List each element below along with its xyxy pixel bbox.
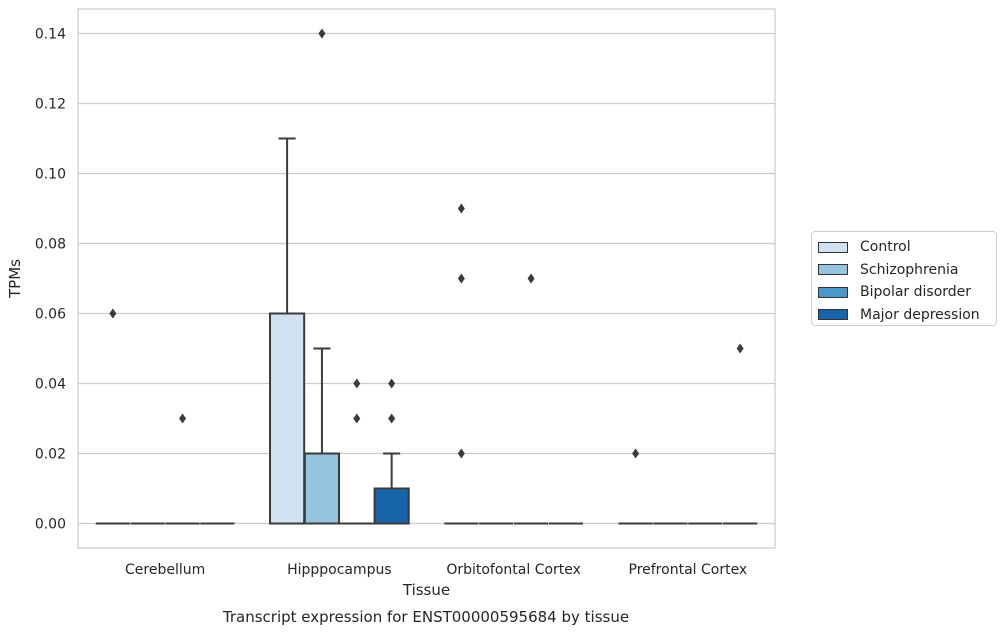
- box-major-depression: [373, 378, 410, 525]
- outlier-point: [388, 413, 396, 424]
- x-tick-label: Cerebellum: [125, 562, 205, 578]
- y-axis-label: TPMs: [6, 259, 24, 299]
- plot-frame: [77, 8, 776, 549]
- outlier-point: [632, 448, 640, 459]
- y-tick-label: 0.04: [35, 377, 66, 393]
- outlier-point: [457, 203, 465, 214]
- box-body: [373, 487, 410, 525]
- y-tick-label: 0.02: [35, 447, 66, 463]
- y-tick-label: 0.12: [35, 97, 66, 113]
- outlier-point: [353, 378, 361, 389]
- x-axis-label: Tissue: [402, 581, 450, 599]
- legend-swatch: [818, 241, 848, 253]
- box-control: [95, 308, 130, 525]
- outlier-point: [527, 273, 535, 284]
- outlier-point: [736, 343, 744, 354]
- legend-swatch: [818, 286, 848, 298]
- y-tick-label: 0.10: [35, 167, 66, 183]
- box-control: [444, 203, 479, 525]
- outlier-point: [388, 378, 396, 389]
- box-body: [303, 452, 341, 525]
- outlier-point: [109, 308, 117, 319]
- legend-label: Control: [860, 239, 911, 256]
- outlier-point: [353, 413, 361, 424]
- box-schizophrenia: [303, 28, 341, 525]
- y-axis-ticks: 0.00 0.02 0.04 0.06 0.08 0.10 0.12 0.14: [35, 27, 66, 533]
- y-tick-label: 0.08: [35, 237, 66, 253]
- outlier-point: [457, 273, 465, 284]
- outlier-point: [318, 28, 326, 39]
- box-bipolar-disorder: [339, 378, 374, 525]
- legend-item: Schizophrenia: [818, 259, 996, 282]
- x-tick-label: Prefrontal Cortex: [629, 562, 748, 578]
- legend-label: Major depression: [860, 306, 980, 323]
- legend-item: Control: [818, 236, 996, 259]
- y-tick-label: 0.14: [35, 27, 66, 43]
- box-bipolar-disorder: [513, 273, 549, 525]
- box-control: [269, 137, 306, 525]
- x-tick-label: Orbitofontal Cortex: [446, 562, 581, 578]
- legend-item: Bipolar disorder: [818, 281, 996, 304]
- outlier-point: [457, 448, 465, 459]
- box-bipolar-disorder: [165, 413, 200, 525]
- outlier-point: [179, 413, 187, 424]
- legend-swatch: [818, 309, 848, 321]
- y-tick-label: 0.06: [35, 307, 66, 323]
- y-tick-label: 0.00: [35, 517, 66, 533]
- legend-item: Major depression: [818, 304, 996, 327]
- box-control: [618, 448, 653, 525]
- box-series: [95, 28, 758, 525]
- gridlines: [78, 32, 775, 525]
- box-body: [269, 312, 306, 525]
- x-tick-label: Hipppocampus: [287, 562, 392, 578]
- legend-swatch: [818, 264, 848, 276]
- legend-label: Bipolar disorder: [860, 284, 972, 301]
- legend-label: Schizophrenia: [860, 261, 959, 278]
- legend: Control Schizophrenia Bipolar disorder Majo…: [811, 231, 997, 326]
- x-axis-ticks: Cerebellum Hipppocampus Orbitofontal Corte…: [125, 562, 747, 578]
- chart-title: Transcript expression for ENST0000059568…: [222, 608, 629, 626]
- box-major-depression: [723, 343, 758, 525]
